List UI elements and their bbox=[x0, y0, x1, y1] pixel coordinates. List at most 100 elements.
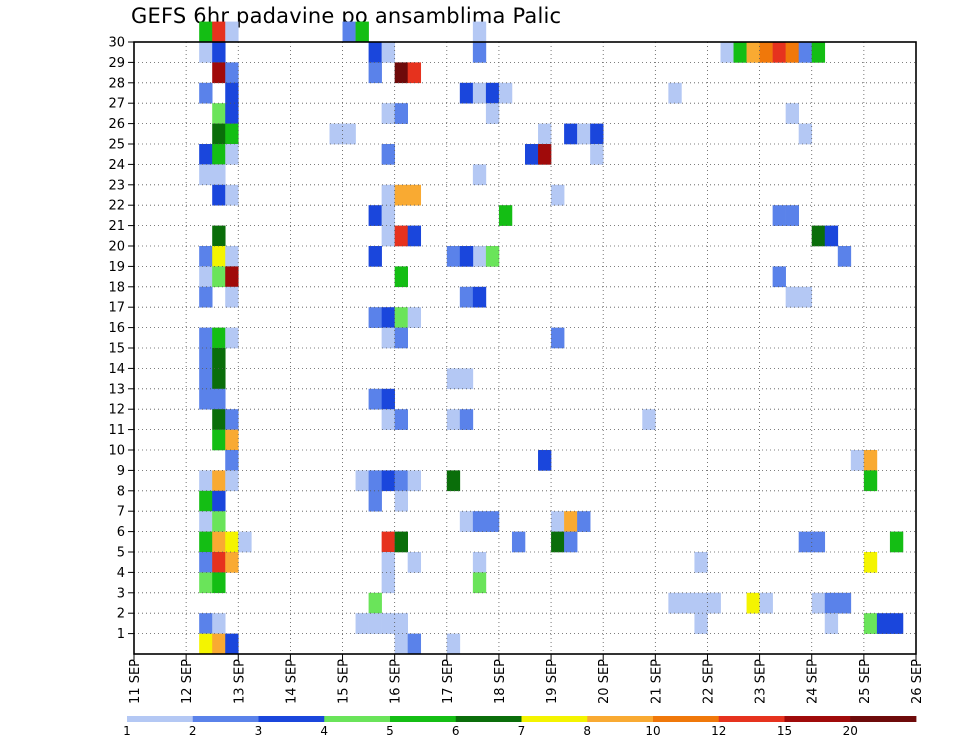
data-cell bbox=[212, 470, 226, 492]
data-cell bbox=[368, 490, 382, 512]
data-cell bbox=[368, 470, 382, 492]
y-tick-label: 29 bbox=[108, 56, 125, 71]
data-cell bbox=[199, 613, 213, 634]
data-cell bbox=[212, 266, 226, 288]
data-cell bbox=[225, 184, 239, 206]
data-cell bbox=[694, 613, 708, 634]
legend-swatch bbox=[324, 716, 391, 722]
data-cell bbox=[381, 42, 395, 63]
data-cell bbox=[199, 348, 213, 369]
y-tick-label: 23 bbox=[108, 178, 125, 193]
data-cell bbox=[212, 409, 226, 430]
data-cell bbox=[590, 144, 604, 165]
data-cell bbox=[225, 144, 239, 165]
data-cell bbox=[212, 246, 226, 267]
legend-swatch bbox=[390, 716, 457, 722]
x-tick-label: 12 SEP bbox=[180, 659, 195, 704]
y-tick-label: 12 bbox=[108, 403, 125, 418]
data-cell bbox=[472, 572, 487, 594]
data-cell bbox=[538, 450, 552, 471]
data-cell bbox=[225, 470, 239, 492]
data-cell bbox=[668, 592, 682, 614]
data-cell bbox=[407, 633, 422, 655]
data-cell bbox=[212, 368, 226, 390]
data-cell bbox=[459, 286, 474, 308]
data-cell bbox=[199, 552, 213, 573]
data-cell bbox=[212, 123, 226, 145]
y-tick-label: 6 bbox=[117, 525, 125, 540]
data-cell bbox=[694, 552, 708, 573]
x-tick-label: 21 SEP bbox=[649, 659, 664, 704]
data-cell bbox=[212, 429, 226, 451]
data-cell bbox=[772, 266, 786, 288]
data-cell bbox=[238, 531, 252, 553]
data-cell bbox=[199, 327, 213, 349]
data-cell bbox=[772, 42, 786, 63]
data-cell bbox=[394, 225, 408, 247]
legend-label: 7 bbox=[518, 724, 526, 738]
data-cell bbox=[381, 388, 395, 410]
data-cell bbox=[525, 144, 539, 165]
data-cell bbox=[355, 470, 369, 492]
x-tick-label: 11 SEP bbox=[128, 659, 143, 704]
data-cell bbox=[811, 531, 826, 553]
data-cell bbox=[225, 246, 239, 267]
y-tick-label: 16 bbox=[108, 321, 125, 336]
x-tick-label: 20 SEP bbox=[597, 659, 612, 704]
data-cell bbox=[733, 42, 747, 63]
data-cell bbox=[394, 409, 408, 430]
legend-swatch bbox=[850, 716, 917, 722]
y-tick-label: 24 bbox=[108, 158, 125, 173]
data-cell bbox=[798, 123, 813, 145]
data-cell bbox=[225, 82, 239, 104]
data-cell bbox=[837, 592, 852, 614]
data-cell bbox=[212, 572, 226, 594]
x-tick-label: 22 SEP bbox=[701, 659, 716, 704]
data-cell bbox=[824, 613, 839, 634]
data-cell bbox=[498, 82, 513, 104]
data-cell bbox=[590, 123, 604, 145]
data-cell bbox=[199, 286, 213, 308]
data-cell bbox=[199, 144, 213, 165]
data-cell bbox=[511, 531, 526, 553]
data-cell bbox=[785, 103, 799, 124]
data-cell bbox=[212, 42, 226, 63]
data-cell bbox=[199, 470, 213, 492]
y-tick-label: 3 bbox=[117, 586, 125, 601]
data-cell bbox=[212, 531, 226, 553]
data-cell bbox=[368, 307, 382, 328]
data-cell bbox=[668, 82, 682, 104]
data-cell bbox=[368, 62, 382, 84]
data-cell bbox=[199, 531, 213, 553]
data-cell bbox=[355, 613, 369, 634]
data-cell bbox=[551, 184, 565, 206]
data-cell bbox=[212, 164, 226, 186]
data-cell bbox=[837, 246, 852, 267]
data-cell bbox=[824, 592, 839, 614]
data-cell bbox=[394, 184, 408, 206]
data-cell bbox=[472, 511, 487, 532]
data-cell bbox=[407, 184, 422, 206]
data-cell bbox=[212, 511, 226, 532]
data-cell bbox=[199, 164, 213, 186]
data-cell bbox=[759, 592, 773, 614]
data-cell bbox=[394, 307, 408, 328]
y-tick-label: 22 bbox=[108, 199, 125, 214]
x-tick-label: 26 SEP bbox=[910, 659, 925, 704]
data-cell bbox=[472, 286, 487, 308]
data-cell bbox=[225, 552, 239, 573]
data-cell bbox=[355, 21, 369, 43]
data-cell bbox=[225, 531, 239, 553]
data-cell bbox=[485, 103, 500, 124]
data-cell bbox=[381, 552, 395, 573]
data-cell bbox=[381, 103, 395, 124]
data-cell bbox=[446, 409, 461, 430]
data-cell bbox=[381, 327, 395, 349]
data-cell bbox=[394, 470, 408, 492]
data-cell bbox=[381, 225, 395, 247]
x-tick-label: 16 SEP bbox=[389, 659, 404, 704]
data-cell bbox=[381, 572, 395, 594]
x-tick-label: 17 SEP bbox=[441, 659, 456, 704]
data-cell bbox=[199, 490, 213, 512]
legend-swatch bbox=[192, 716, 259, 722]
